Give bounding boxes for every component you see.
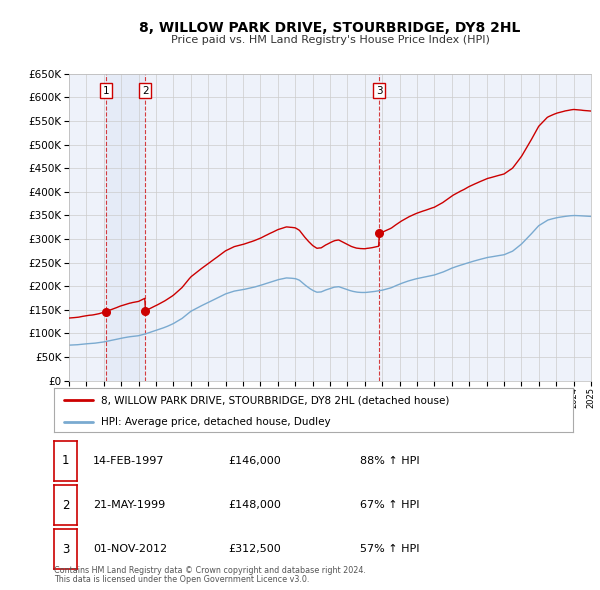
Text: £148,000: £148,000: [228, 500, 281, 510]
Text: HPI: Average price, detached house, Dudley: HPI: Average price, detached house, Dudl…: [101, 417, 331, 427]
Text: 01-NOV-2012: 01-NOV-2012: [93, 545, 167, 554]
Text: 67% ↑ HPI: 67% ↑ HPI: [360, 500, 419, 510]
Text: 1: 1: [62, 454, 69, 467]
Text: 3: 3: [62, 543, 69, 556]
Text: 21-MAY-1999: 21-MAY-1999: [93, 500, 165, 510]
Text: Price paid vs. HM Land Registry's House Price Index (HPI): Price paid vs. HM Land Registry's House …: [170, 35, 490, 45]
Text: This data is licensed under the Open Government Licence v3.0.: This data is licensed under the Open Gov…: [54, 575, 310, 584]
Bar: [106, 74, 145, 381]
Text: 1: 1: [103, 86, 109, 96]
Text: £312,500: £312,500: [228, 545, 281, 554]
Text: 14-FEB-1997: 14-FEB-1997: [93, 456, 164, 466]
Text: £146,000: £146,000: [228, 456, 281, 466]
Text: 2: 2: [62, 499, 69, 512]
Text: Contains HM Land Registry data © Crown copyright and database right 2024.: Contains HM Land Registry data © Crown c…: [54, 566, 366, 575]
Text: 3: 3: [376, 86, 383, 96]
Text: 88% ↑ HPI: 88% ↑ HPI: [360, 456, 419, 466]
Text: 2: 2: [142, 86, 149, 96]
Text: 8, WILLOW PARK DRIVE, STOURBRIDGE, DY8 2HL: 8, WILLOW PARK DRIVE, STOURBRIDGE, DY8 2…: [139, 21, 521, 35]
Text: 57% ↑ HPI: 57% ↑ HPI: [360, 545, 419, 554]
Text: 8, WILLOW PARK DRIVE, STOURBRIDGE, DY8 2HL (detached house): 8, WILLOW PARK DRIVE, STOURBRIDGE, DY8 2…: [101, 395, 449, 405]
